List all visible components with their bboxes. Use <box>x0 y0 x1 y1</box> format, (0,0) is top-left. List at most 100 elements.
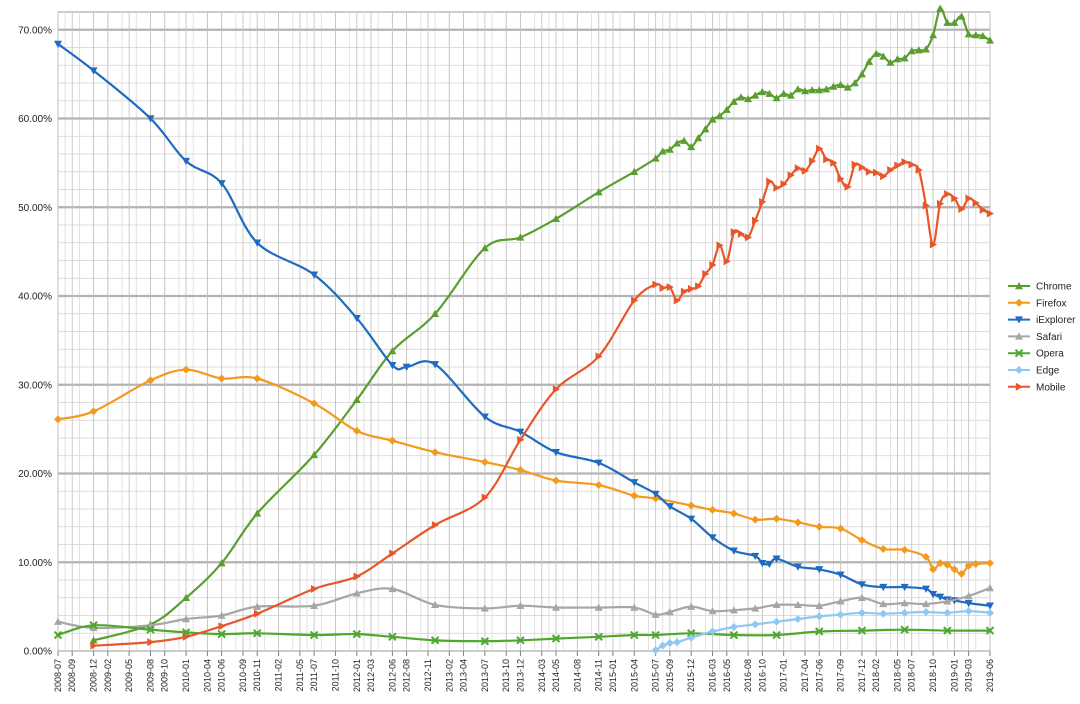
x-tick-label: 2010-04 <box>202 659 212 692</box>
data-point-firefox <box>929 565 938 574</box>
data-point-mobile <box>808 157 817 166</box>
data-point-chrome <box>815 86 824 94</box>
data-point-firefox <box>957 569 966 578</box>
data-point-edge <box>986 608 994 617</box>
data-point-edge <box>879 609 888 618</box>
x-tick-label: 2019-01 <box>949 659 959 692</box>
legend-label-mobile: Mobile <box>1036 382 1066 393</box>
x-tick-label: 2011-10 <box>330 659 340 691</box>
data-point-firefox <box>431 448 440 457</box>
x-tick-label: 2009-10 <box>160 659 170 692</box>
data-point-iexplorer <box>708 534 717 542</box>
data-point-opera <box>89 621 98 630</box>
data-point-firefox <box>594 481 603 490</box>
x-tick-label: 2015-12 <box>686 659 696 692</box>
data-point-chrome <box>779 89 788 97</box>
data-point-mobile <box>794 164 802 173</box>
x-tick-label: 2015-07 <box>651 659 661 692</box>
y-tick-label: 0.00% <box>24 647 52 658</box>
data-point-mobile <box>254 609 262 618</box>
data-point-chrome <box>658 147 667 155</box>
data-point-chrome <box>801 86 810 95</box>
legend-item-safari: Safari <box>1008 332 1062 343</box>
data-point-chrome <box>971 31 980 39</box>
data-point-safari <box>480 604 489 612</box>
y-tick-label: 60.00% <box>18 114 52 125</box>
x-tick-label: 2011-07 <box>309 659 319 691</box>
data-point-chrome <box>651 154 660 162</box>
data-point-safari <box>431 600 440 609</box>
data-point-opera <box>516 636 525 645</box>
data-point-iexplorer <box>772 555 781 563</box>
data-point-edge <box>708 627 717 636</box>
data-point-opera <box>651 630 660 640</box>
data-point-chrome <box>786 91 795 99</box>
data-point-mobile <box>773 183 781 192</box>
x-tick-label: 2012-03 <box>366 659 376 692</box>
series-edge <box>651 607 994 655</box>
data-point-chrome <box>694 134 703 142</box>
data-point-chrome <box>914 46 923 54</box>
data-point-iexplorer <box>89 67 98 75</box>
legend-marker-chrome <box>1015 282 1023 290</box>
x-tick-label: 2012-01 <box>352 659 362 692</box>
data-point-chrome <box>765 89 774 97</box>
data-point-safari <box>857 593 866 601</box>
data-point-mobile <box>709 260 717 269</box>
data-point-opera <box>900 625 909 634</box>
data-point-mobile <box>652 280 660 289</box>
data-point-mobile <box>816 144 824 153</box>
x-tick-label: 2017-12 <box>857 659 867 692</box>
data-point-firefox <box>516 465 525 474</box>
data-point-safari <box>815 601 824 609</box>
data-point-mobile <box>737 229 745 238</box>
data-point-safari <box>54 617 62 625</box>
x-tick-label: 2009-08 <box>145 659 155 692</box>
data-point-opera <box>352 629 362 639</box>
data-point-chrome <box>822 85 831 93</box>
x-tick-label: 2016-05 <box>722 659 732 692</box>
data-point-chrome <box>687 142 696 151</box>
x-tick-label: 2011-02 <box>274 659 284 691</box>
legend-marker-safari <box>1015 332 1023 340</box>
data-point-iexplorer <box>552 449 561 457</box>
data-point-chrome <box>957 12 966 20</box>
data-point-firefox <box>971 560 980 569</box>
x-tick-label: 2018-02 <box>871 659 881 692</box>
data-point-opera <box>53 630 63 640</box>
data-point-opera <box>630 630 639 640</box>
data-point-safari <box>217 611 226 619</box>
x-tick-label: 2012-08 <box>402 659 412 692</box>
data-point-chrome <box>672 139 681 147</box>
data-point-chrome <box>665 145 674 153</box>
legend-item-firefox: Firefox <box>1008 298 1067 309</box>
x-tick-label: 2019-03 <box>964 659 974 692</box>
series-group <box>53 4 995 655</box>
data-point-iexplorer <box>687 515 696 523</box>
data-point-iexplorer <box>815 566 824 574</box>
data-point-chrome <box>893 55 902 63</box>
data-point-mobile <box>631 296 639 305</box>
data-point-mobile <box>880 172 888 181</box>
data-point-firefox <box>751 515 760 524</box>
data-point-opera <box>729 630 739 640</box>
data-point-mobile <box>872 168 881 177</box>
series-opera <box>53 621 995 646</box>
data-point-iexplorer <box>964 599 973 608</box>
x-tick-label: 2009-05 <box>124 659 134 692</box>
data-point-chrome <box>843 83 852 91</box>
data-point-chrome <box>836 80 845 88</box>
data-point-edge <box>687 633 696 642</box>
data-point-iexplorer <box>758 559 767 568</box>
data-point-iexplorer <box>729 547 738 555</box>
data-point-opera <box>252 629 262 638</box>
data-point-firefox <box>857 536 866 545</box>
legend-marker-mobile <box>1015 382 1023 391</box>
data-point-firefox <box>310 399 319 408</box>
x-tick-label: 2010-11 <box>252 659 262 691</box>
legend: Chrome Firefox iExplorer Safari Opera Edge Mob… <box>1008 282 1076 393</box>
x-tick-label: 2008-07 <box>53 659 63 692</box>
data-point-mobile <box>431 520 440 529</box>
data-point-mobile <box>766 177 774 186</box>
data-point-chrome <box>431 309 440 317</box>
